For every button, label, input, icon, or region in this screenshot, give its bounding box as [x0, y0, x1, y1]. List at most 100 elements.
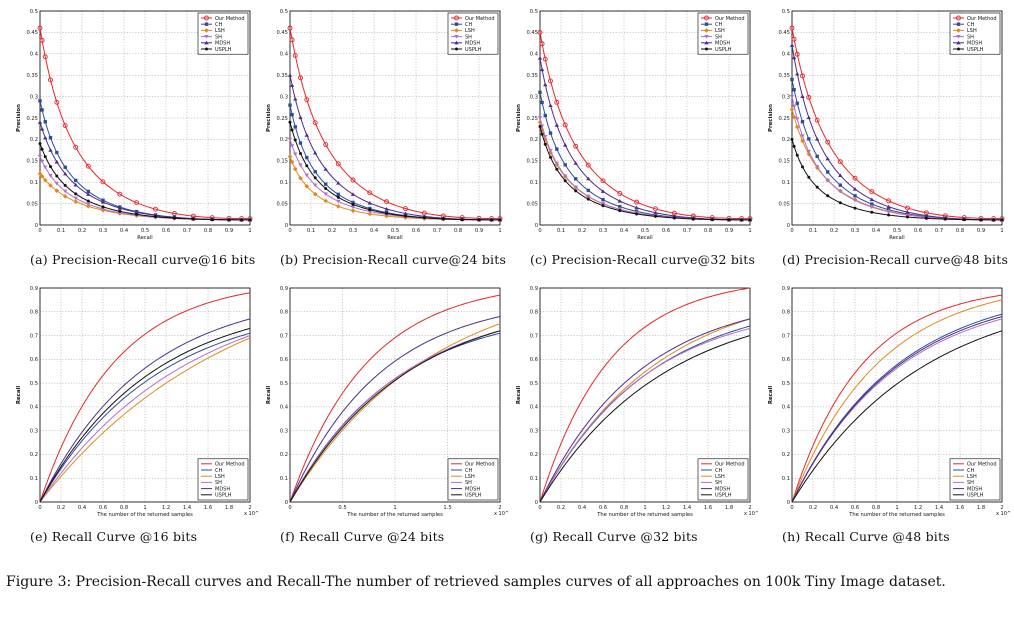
- series-line: [39, 327, 251, 503]
- x-tick-label: 0: [790, 505, 793, 511]
- data-point: [350, 177, 356, 183]
- x-axis-exponent: x 10^4: [244, 511, 258, 517]
- data-point: [288, 120, 292, 124]
- data-point: [191, 217, 195, 221]
- series-line: [39, 318, 251, 503]
- y-tick-label: 0: [35, 223, 38, 229]
- y-tick-label: 0.2: [280, 452, 288, 458]
- y-tick-label: 0.2: [30, 452, 38, 458]
- legend-marker: [205, 47, 208, 51]
- data-point: [852, 198, 858, 203]
- series-our-method: [39, 292, 251, 503]
- y-tick-label: 0.4: [280, 52, 289, 58]
- data-point: [86, 199, 90, 203]
- data-point: [653, 210, 658, 215]
- data-point: [573, 143, 579, 149]
- x-tick-label: 0.2: [830, 228, 838, 234]
- x-tick-label: 0.4: [78, 505, 87, 511]
- series-line: [791, 294, 1003, 503]
- legend-entry: LSH: [715, 28, 725, 34]
- data-point: [563, 143, 568, 147]
- data-point: [962, 218, 966, 222]
- legend-entry: CH: [967, 22, 974, 28]
- data-point: [789, 43, 795, 47]
- data-point: [573, 161, 578, 165]
- y-tick-label: 0.35: [526, 73, 538, 79]
- y-tick-label: 0.25: [26, 116, 38, 122]
- y-tick-label: 0.4: [30, 52, 39, 58]
- series-line: [289, 294, 501, 503]
- data-point: [800, 94, 805, 98]
- plot-frame: [39, 287, 251, 503]
- y-tick-label: 0.2: [782, 452, 790, 458]
- data-point: [807, 137, 811, 141]
- data-point: [791, 104, 797, 109]
- data-point: [227, 218, 231, 222]
- data-point: [55, 150, 59, 155]
- legend-entry: CH: [715, 22, 722, 28]
- y-tick-label: 0.05: [778, 201, 790, 207]
- data-point: [548, 131, 553, 135]
- y-tick-label: 0.4: [30, 405, 39, 411]
- series-line: [39, 292, 251, 503]
- data-point: [287, 137, 293, 142]
- y-tick-label: 0.3: [280, 94, 288, 100]
- data-point: [815, 185, 819, 189]
- y-tick-label: 0.5: [530, 9, 538, 15]
- y-axis-label: Precision: [266, 104, 272, 132]
- data-point: [384, 199, 390, 205]
- data-point: [672, 213, 677, 218]
- series-usplh: [791, 330, 1003, 503]
- x-tick-label: 0.3: [851, 228, 859, 234]
- data-point: [39, 37, 45, 43]
- data-point: [538, 125, 542, 129]
- data-point: [634, 205, 639, 210]
- legend-entry: Our Method: [465, 16, 495, 22]
- data-point: [538, 90, 542, 95]
- series-line: [791, 28, 1002, 220]
- legend-entry: LSH: [215, 28, 225, 34]
- data-point: [367, 201, 372, 205]
- data-point: [791, 55, 797, 60]
- data-point: [906, 215, 909, 219]
- data-point: [600, 189, 606, 193]
- data-point: [422, 216, 426, 220]
- x-tick-label: 0.6: [99, 505, 107, 511]
- legend-entry: USPLH: [465, 493, 482, 499]
- data-point: [870, 202, 874, 206]
- x-tick-label: 0: [538, 505, 541, 511]
- series-line: [39, 335, 251, 503]
- data-point: [48, 136, 53, 140]
- x-tick-label: 1.2: [914, 505, 922, 511]
- legend-entry: MDSH: [967, 41, 982, 47]
- data-point: [806, 94, 812, 100]
- data-point: [54, 188, 60, 194]
- data-point: [323, 142, 329, 148]
- legend-marker: [705, 47, 708, 51]
- data-point: [305, 155, 309, 160]
- y-axis-label: Recall: [516, 386, 522, 404]
- x-axis-label: Recall: [637, 235, 652, 241]
- legend-entry: SH: [215, 480, 222, 486]
- x-tick-label: 1.8: [977, 505, 985, 511]
- data-point: [54, 159, 59, 164]
- data-point: [62, 123, 68, 129]
- x-tick-label: 1.2: [162, 505, 170, 511]
- legend-marker: [455, 47, 458, 51]
- data-point: [336, 192, 340, 197]
- data-point: [838, 189, 843, 194]
- data-point: [537, 56, 543, 60]
- x-tick-label: 0: [38, 228, 41, 234]
- series-sh: [789, 95, 1005, 222]
- data-point: [800, 134, 805, 138]
- data-point: [367, 209, 372, 214]
- y-tick-label: 0.1: [530, 180, 538, 186]
- legend-entry: CH: [465, 468, 472, 474]
- data-point: [336, 181, 341, 185]
- legend-entry: MDSH: [465, 41, 480, 47]
- legend-entry: LSH: [465, 474, 475, 480]
- legend-entry: USPLH: [215, 47, 232, 53]
- data-point: [350, 205, 356, 210]
